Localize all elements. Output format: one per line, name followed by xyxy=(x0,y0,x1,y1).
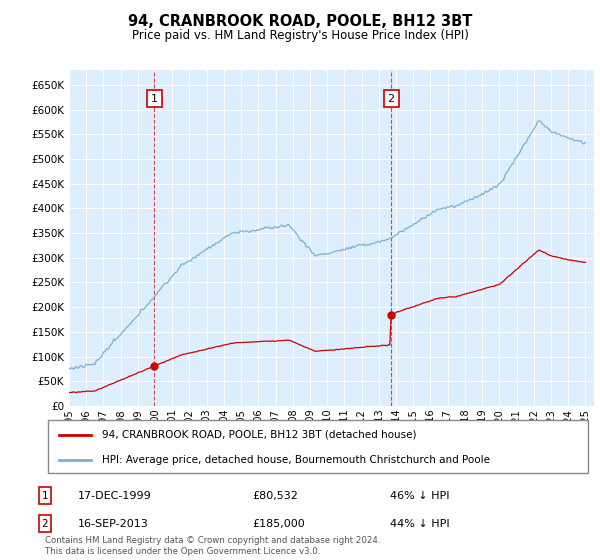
Text: HPI: Average price, detached house, Bournemouth Christchurch and Poole: HPI: Average price, detached house, Bour… xyxy=(102,455,490,465)
Text: £80,532: £80,532 xyxy=(252,491,298,501)
Text: Contains HM Land Registry data © Crown copyright and database right 2024.
This d: Contains HM Land Registry data © Crown c… xyxy=(45,536,380,556)
Text: 44% ↓ HPI: 44% ↓ HPI xyxy=(390,519,449,529)
Text: £185,000: £185,000 xyxy=(252,519,305,529)
Text: 17-DEC-1999: 17-DEC-1999 xyxy=(78,491,152,501)
Text: 2: 2 xyxy=(388,94,395,104)
Text: 46% ↓ HPI: 46% ↓ HPI xyxy=(390,491,449,501)
Text: 2: 2 xyxy=(41,519,49,529)
Text: Price paid vs. HM Land Registry's House Price Index (HPI): Price paid vs. HM Land Registry's House … xyxy=(131,29,469,42)
Text: 1: 1 xyxy=(41,491,49,501)
Text: 16-SEP-2013: 16-SEP-2013 xyxy=(78,519,149,529)
Text: 94, CRANBROOK ROAD, POOLE, BH12 3BT (detached house): 94, CRANBROOK ROAD, POOLE, BH12 3BT (det… xyxy=(102,430,416,440)
FancyBboxPatch shape xyxy=(48,420,588,473)
Text: 1: 1 xyxy=(151,94,158,104)
Text: 94, CRANBROOK ROAD, POOLE, BH12 3BT: 94, CRANBROOK ROAD, POOLE, BH12 3BT xyxy=(128,14,472,29)
